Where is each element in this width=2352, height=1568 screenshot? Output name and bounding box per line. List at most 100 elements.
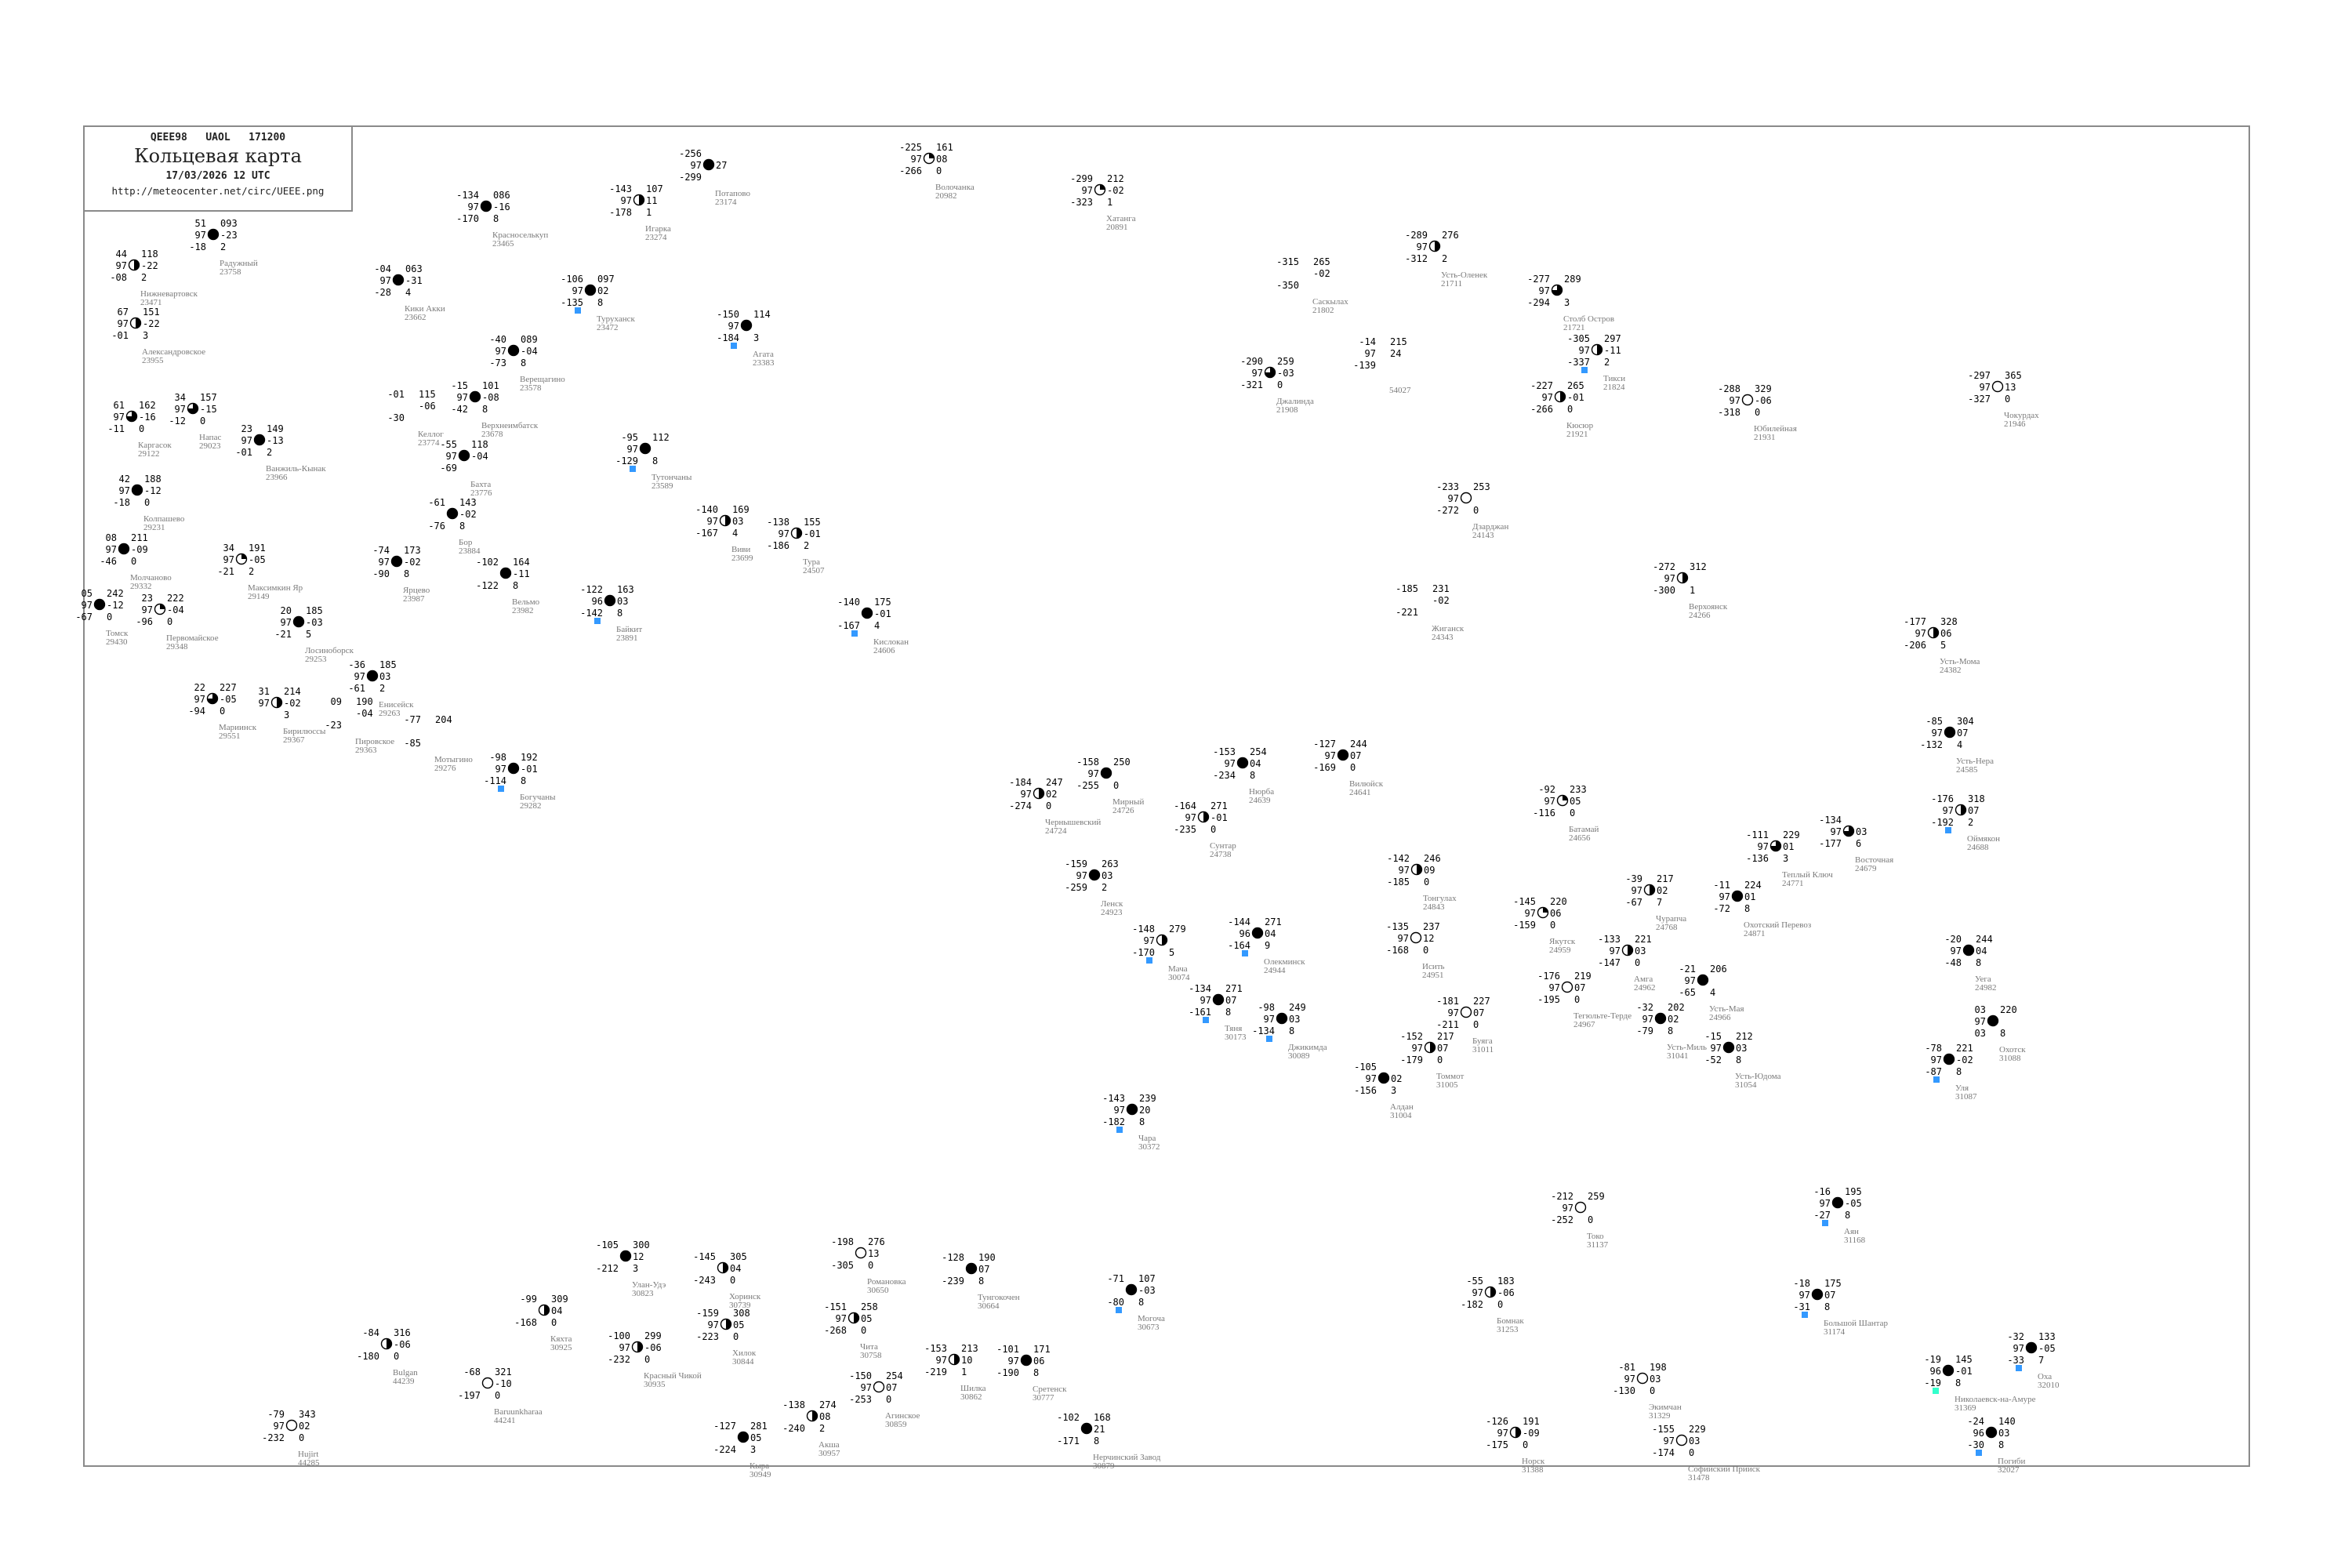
station-visibility: 97 [468,201,479,212]
station-pressure-tendency: 05 [750,1432,761,1443]
station-low-cloud: 8 [1139,1116,1145,1127]
station-id: 21802 [1312,306,1334,315]
station-name: Усть-Мома [1940,657,1980,666]
station-visibility: 97 [1365,348,1376,359]
station-temperature: -181 [1436,996,1459,1007]
station-low-cloud: 8 [521,775,526,786]
station-dew-point: -234 [1213,770,1236,781]
station-low-cloud: 8 [1289,1025,1294,1036]
station-temperature: 42 [119,474,130,485]
station-name: Чокурдах [2004,411,2039,420]
station-low-cloud: 0 [131,556,136,567]
cloud-cover-fill [544,1305,550,1316]
station-pressure-tendency: 11 [646,195,657,206]
station-id: 23678 [481,430,503,439]
station-pressure-tendency: -02 [284,698,301,709]
station-pressure: 191 [249,543,266,554]
cloud-cover-icon [702,158,715,171]
map-url[interactable]: http://meteocenter.net/circ/UEEE.png [111,185,325,197]
station-dew-point: -337 [1567,357,1590,368]
cloud-cover-icon [1987,1014,1999,1027]
station-pressure: 114 [753,309,771,320]
station-visibility: 97 [707,516,718,527]
station-dew-point: -76 [428,521,445,532]
station-pressure: 318 [1968,793,1985,804]
cloud-cover-icon [390,555,403,568]
station-visibility: 97 [1417,241,1428,252]
station-id: 30777 [1033,1393,1054,1403]
map-frame [83,125,2250,1467]
station-temperature: -177 [1904,616,1926,627]
station-temperature: -55 [440,439,457,450]
cloud-cover-icon [737,1431,750,1443]
station-temperature: -144 [1228,916,1250,927]
station-low-cloud: 8 [513,580,518,591]
station-id: 30823 [632,1289,654,1298]
station-pressure: 219 [1574,971,1592,982]
station-dew-point: -114 [484,775,506,786]
station-name: Усть-Миль [1667,1043,1707,1052]
station-dew-point: -305 [831,1260,854,1271]
station-pressure-tendency: 03 [1635,946,1646,956]
station-temperature: -102 [1057,1412,1080,1423]
snow-marker-icon [630,466,636,472]
station-low-cloud: 2 [141,272,147,283]
station-pressure: 246 [1424,853,1441,864]
station-pressure-tendency: 02 [1046,789,1057,800]
station-id: 31253 [1497,1325,1519,1334]
station-pressure: 169 [732,504,750,515]
station-name: Норск [1522,1457,1545,1466]
station-low-cloud: 0 [644,1354,650,1365]
station-pressure-tendency: 05 [861,1313,872,1324]
station-visibility: 97 [495,764,506,775]
station-name: Агата [753,350,774,359]
station-temperature: -127 [1313,739,1336,750]
station-temperature: -277 [1527,274,1550,285]
station-temperature: -98 [1258,1002,1275,1013]
station-low-cloud: 8 [597,297,603,308]
station-low-cloud: 8 [1668,1025,1673,1036]
station-id: 24688 [1967,843,1989,852]
station-low-cloud: 8 [482,404,488,415]
station-pressure-tendency: -31 [405,275,423,286]
cloud-cover-icon [1020,1354,1033,1367]
station-pressure: 112 [652,432,670,443]
station-pressure: 254 [886,1370,903,1381]
station-name: Кики Акки [405,304,445,314]
station-pressure: 161 [936,142,953,153]
station-dew-point: -272 [1436,505,1459,516]
cloud-cover-fill [387,1338,392,1349]
station-pressure-tendency: 03 [1289,1014,1300,1025]
station-temperature: -39 [1625,873,1642,884]
station-id: 24266 [1689,611,1711,620]
station-visibility: 97 [1664,1436,1675,1446]
station-dew-point: -90 [372,568,390,579]
station-temperature: -95 [621,432,638,443]
station-name: Уля [1955,1083,1969,1093]
station-pressure: 202 [1668,1002,1685,1013]
station-id: 31054 [1735,1080,1757,1090]
station-low-cloud: 0 [1689,1447,1694,1458]
station-pressure: 133 [2038,1331,2056,1342]
station-id: 23383 [753,358,775,368]
station-low-cloud: 2 [1442,253,1447,264]
station-temperature: -20 [1944,934,1962,945]
station-name: Экимчан [1649,1403,1682,1412]
station-dew-point: -171 [1057,1436,1080,1446]
station-temperature: -99 [520,1294,537,1305]
station-low-cloud: 0 [394,1351,399,1362]
station-id: 24639 [1249,796,1271,805]
station-temperature: -01 [387,389,405,400]
station-name: Тонгулах [1423,894,1457,903]
cloud-cover-fill [136,318,141,328]
station-low-cloud: 3 [1391,1085,1396,1096]
station-visibility: 97 [621,195,632,206]
station-id: 30949 [750,1470,771,1479]
station-pressure: 157 [200,392,217,403]
